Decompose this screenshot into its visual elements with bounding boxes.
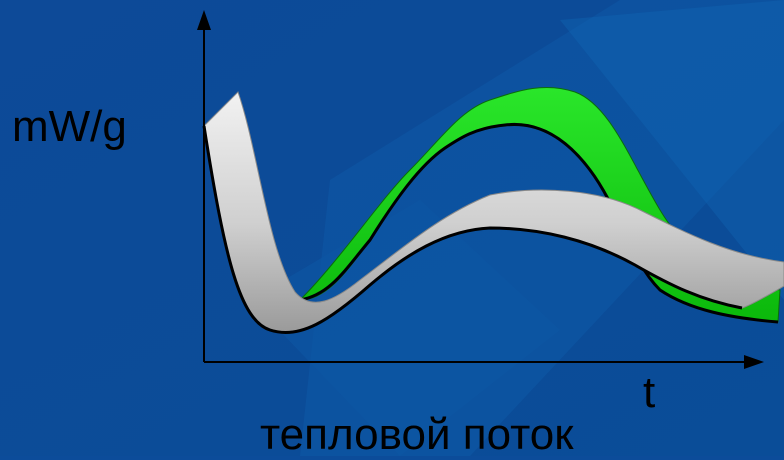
y-axis-arrowhead — [197, 10, 211, 30]
y-axis-label: mW/g — [12, 102, 127, 151]
x-axis-arrowhead — [744, 355, 764, 369]
x-axis-label: t — [643, 368, 656, 417]
white-curve — [202, 91, 784, 335]
diagram-caption: тепловой поток — [260, 410, 574, 459]
axes — [197, 10, 764, 369]
